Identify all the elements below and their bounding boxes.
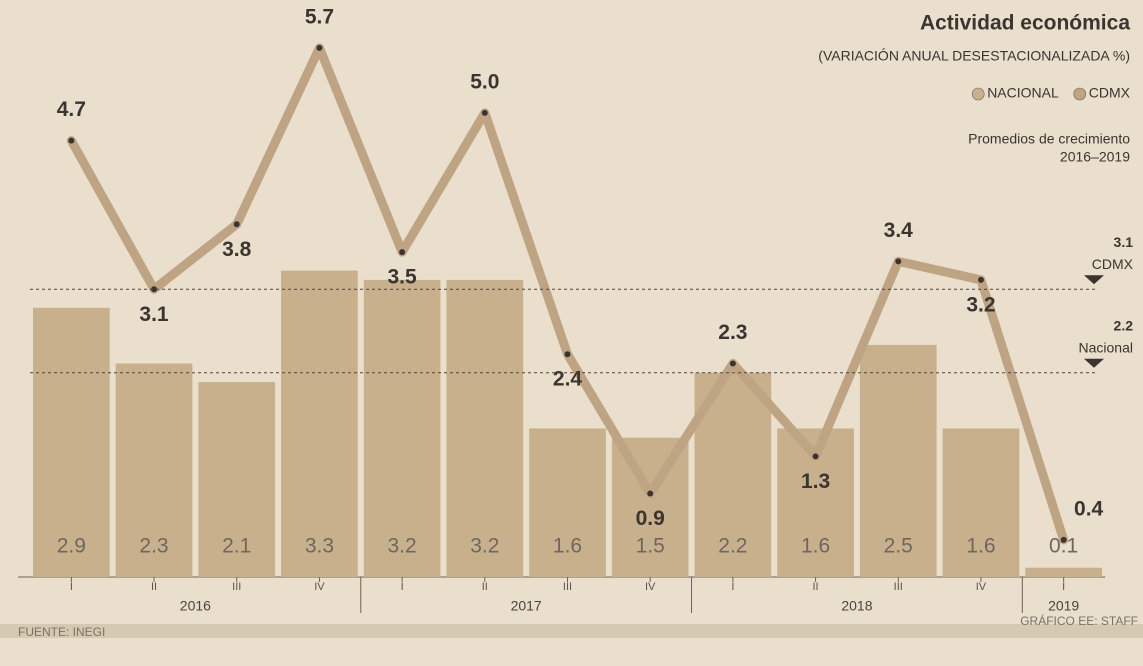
bar xyxy=(198,382,276,577)
bar xyxy=(859,344,937,577)
average-name: CDMX xyxy=(1092,256,1134,272)
chart-title: Actividad económica xyxy=(920,12,1130,35)
point-label: 5.0 xyxy=(470,70,499,93)
point-label: 3.5 xyxy=(388,266,418,289)
bar-value-label: 1.6 xyxy=(801,535,830,558)
bar xyxy=(115,363,193,577)
point xyxy=(316,44,323,51)
bar xyxy=(942,428,1020,577)
point xyxy=(977,276,984,283)
bar xyxy=(281,270,358,577)
point-label: 2.3 xyxy=(718,321,747,344)
x-tick-label: III xyxy=(563,581,572,593)
point xyxy=(233,221,240,228)
x-group-label: 2017 xyxy=(511,598,542,614)
bar-value-label: 2.5 xyxy=(884,535,913,558)
bar xyxy=(33,307,110,577)
point xyxy=(399,249,406,256)
averages-title: Promedios de crecimiento xyxy=(968,131,1130,147)
point xyxy=(68,137,75,144)
point xyxy=(564,351,571,358)
bar-value-label: 3.2 xyxy=(388,535,417,558)
point-label: 3.4 xyxy=(884,219,914,242)
point xyxy=(481,109,488,116)
averages-period: 2016–2019 xyxy=(1060,149,1130,165)
legend-label: CDMX xyxy=(1089,85,1131,101)
x-tick-label: II xyxy=(813,581,819,593)
average-value: 3.1 xyxy=(1114,234,1134,250)
point xyxy=(151,286,158,293)
x-group-label: 2018 xyxy=(841,598,872,614)
bar xyxy=(529,428,606,577)
average-name: Nacional xyxy=(1079,339,1133,355)
x-tick-label: II xyxy=(151,581,157,593)
point-label: 1.3 xyxy=(801,470,830,493)
point-label: 0.4 xyxy=(1074,497,1104,520)
legend-label: NACIONAL xyxy=(987,85,1059,101)
x-tick-label: I xyxy=(731,581,734,593)
x-tick-label: I xyxy=(1062,581,1065,593)
bar-value-label: 2.2 xyxy=(718,535,747,558)
point-label: 5.7 xyxy=(305,5,334,28)
point xyxy=(1060,536,1067,543)
point xyxy=(812,453,819,460)
x-tick-label: IV xyxy=(645,581,656,593)
bar xyxy=(363,279,441,577)
point-label: 3.8 xyxy=(222,238,252,261)
bar xyxy=(446,279,524,577)
x-tick-label: I xyxy=(70,581,73,593)
average-value: 2.2 xyxy=(1114,317,1134,333)
bar xyxy=(1025,567,1102,577)
bar-value-label: 0.1 xyxy=(1049,535,1078,558)
point-label: 0.9 xyxy=(636,507,665,530)
credit: GRÁFICO EE: STAFF xyxy=(1020,613,1138,628)
bar-value-label: 2.1 xyxy=(222,535,251,558)
x-tick-label: III xyxy=(894,581,903,593)
x-tick-label: IV xyxy=(976,581,987,593)
x-tick-label: III xyxy=(232,581,241,593)
point-label: 2.4 xyxy=(553,368,583,391)
bar-value-label: 2.3 xyxy=(139,535,168,558)
bar-value-label: 3.2 xyxy=(470,535,499,558)
bar-value-label: 3.3 xyxy=(305,535,334,558)
legend-swatch xyxy=(1073,87,1087,101)
average-marker xyxy=(1084,275,1104,285)
point-label: 3.2 xyxy=(966,293,995,316)
chart-subtitle: (VARIACIÓN ANUAL DESESTACIONALIZADA %) xyxy=(818,48,1130,64)
footer-band xyxy=(0,624,1143,638)
x-tick-label: I xyxy=(401,581,404,593)
point xyxy=(647,490,654,497)
x-group-label: 2019 xyxy=(1048,598,1079,614)
point-label: 4.7 xyxy=(57,98,86,121)
bar-value-label: 1.5 xyxy=(636,535,665,558)
bar-value-label: 1.6 xyxy=(553,535,582,558)
point xyxy=(729,360,736,367)
legend-swatch xyxy=(971,87,985,101)
point xyxy=(895,258,902,265)
bar-value-label: 1.6 xyxy=(966,535,995,558)
x-group-label: 2016 xyxy=(180,598,211,614)
x-tick-label: IV xyxy=(314,581,325,593)
x-tick-label: II xyxy=(482,581,488,593)
source: FUENTE: INEGI xyxy=(18,625,105,639)
point-label: 3.1 xyxy=(139,303,169,326)
bar-value-label: 2.9 xyxy=(57,535,86,558)
average-marker xyxy=(1084,358,1104,368)
